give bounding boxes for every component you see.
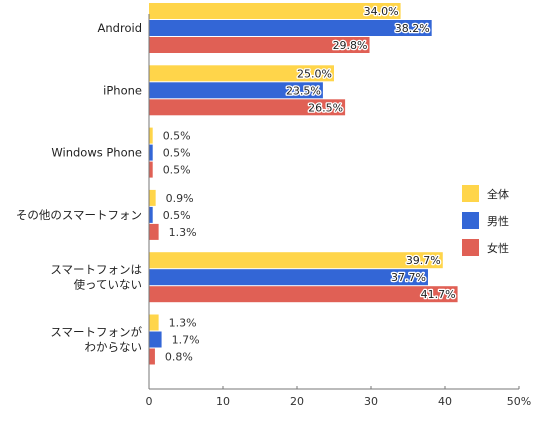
legend-swatch-1 xyxy=(462,212,479,229)
data-label-0-0: 34.0% xyxy=(364,5,399,18)
data-label-2-1: 26.5% xyxy=(308,101,343,114)
data-label-2-3: 1.3% xyxy=(169,226,197,239)
data-label-0-1: 25.0% xyxy=(297,67,332,80)
legend-label-1: 男性 xyxy=(487,214,509,228)
category-label-3: その他のスマートフォン xyxy=(16,208,142,222)
bars-layer xyxy=(149,3,458,365)
bar-0-5 xyxy=(149,314,159,331)
bar-0-1 xyxy=(149,65,334,82)
category-label-0: Android xyxy=(98,21,142,35)
x-tick-label-0: 0 xyxy=(146,395,153,408)
axes-layer: 0 10 20 30 40 50% xyxy=(146,14,531,408)
legend-label-2: 女性 xyxy=(487,241,509,255)
bar-2-5 xyxy=(149,348,155,365)
data-label-2-4: 41.7% xyxy=(421,288,456,301)
data-label-0-5: 1.3% xyxy=(169,317,197,330)
x-tick-label-2: 20 xyxy=(290,395,304,408)
category-label-line: iPhone xyxy=(103,83,142,97)
legend-label-0: 全体 xyxy=(487,187,509,201)
legend-swatch-2 xyxy=(462,239,479,256)
bar-1-0 xyxy=(149,20,432,36)
bar-1-2 xyxy=(149,144,153,161)
bar-1-3 xyxy=(149,206,153,223)
labels-layer: 34.0% 38.2% 29.8% Android 25.0% 23.5% 26.5% iPh… xyxy=(16,4,457,364)
x-tick-label-4: 40 xyxy=(438,395,452,408)
category-label-line: わからない xyxy=(85,340,143,354)
x-tick-label-3: 30 xyxy=(364,395,378,408)
data-label-2-2: 0.5% xyxy=(163,164,191,177)
data-label-0-3: 0.9% xyxy=(166,192,194,205)
data-label-1-1: 23.5% xyxy=(286,84,321,97)
category-label-4: スマートフォンは使っていない xyxy=(50,263,142,292)
bar-2-1 xyxy=(149,99,346,116)
bar-1-4 xyxy=(149,269,428,286)
bar-0-3 xyxy=(149,189,156,206)
category-label-2: Windows Phone xyxy=(51,146,142,160)
data-label-0-4: 39.7% xyxy=(406,254,441,267)
bar-0-0 xyxy=(149,3,401,19)
data-label-1-5: 1.7% xyxy=(172,334,200,347)
bar-0-2 xyxy=(149,127,153,144)
data-label-1-4: 37.7% xyxy=(391,271,426,284)
legend-swatch-0 xyxy=(462,185,479,202)
category-label-line: スマートフォンは xyxy=(50,263,142,277)
data-label-2-0: 29.8% xyxy=(333,39,368,52)
data-label-1-2: 0.5% xyxy=(163,147,191,160)
bar-2-0 xyxy=(149,37,370,53)
category-label-5: スマートフォンがわからない xyxy=(50,325,142,354)
data-label-0-2: 0.5% xyxy=(163,130,191,143)
bar-1-5 xyxy=(149,331,162,348)
data-label-1-3: 0.5% xyxy=(163,209,191,222)
category-label-line: 使っていない xyxy=(74,278,142,292)
bar-2-3 xyxy=(149,223,159,240)
category-label-1: iPhone xyxy=(103,83,142,97)
bar-2-4 xyxy=(149,286,458,303)
category-label-line: Android xyxy=(98,21,142,35)
bar-1-1 xyxy=(149,82,323,99)
x-tick-label-1: 10 xyxy=(216,395,230,408)
bar-2-2 xyxy=(149,161,153,178)
data-label-1-0: 38.2% xyxy=(395,22,430,35)
category-label-line: その他のスマートフォン xyxy=(16,208,142,222)
bar-0-4 xyxy=(149,252,443,269)
data-label-2-5: 0.8% xyxy=(165,351,193,364)
category-label-line: Windows Phone xyxy=(51,146,142,160)
x-tick-label-5: 50% xyxy=(507,395,531,408)
category-label-line: スマートフォンが xyxy=(50,325,142,339)
